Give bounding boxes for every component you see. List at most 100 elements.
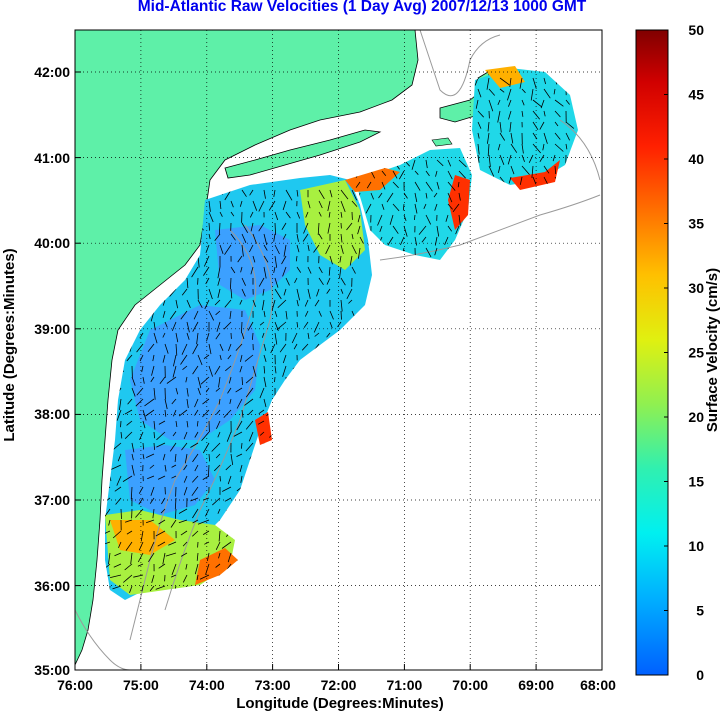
velocity-arrow — [227, 475, 232, 485]
colorbar — [635, 29, 669, 676]
velocity-arrow — [510, 132, 514, 144]
velocity-arrow — [329, 398, 334, 409]
velocity-arrow — [186, 321, 190, 333]
velocity-arrow — [234, 508, 243, 515]
velocity-arrow — [251, 552, 254, 562]
velocity-arrow — [248, 431, 254, 442]
velocity-arrow — [340, 211, 343, 218]
x-tick-label: 74:00 — [189, 677, 225, 693]
velocity-arrow — [182, 574, 188, 583]
velocity-arrow — [519, 77, 523, 89]
velocity-arrow — [521, 154, 525, 162]
velocity-arrow — [301, 464, 309, 473]
velocity-arrow — [348, 299, 353, 304]
velocity-arrow — [252, 508, 254, 516]
velocity-arrow — [125, 541, 133, 551]
velocity-arrow — [219, 343, 224, 351]
velocity-arrow — [171, 464, 177, 468]
velocity-arrow — [435, 170, 438, 177]
velocity-arrow — [425, 214, 432, 225]
velocity-arrow — [241, 189, 247, 197]
velocity-arrow — [142, 376, 145, 384]
velocity-arrow — [295, 255, 298, 262]
velocity-arrow — [263, 266, 267, 279]
velocity-arrow — [205, 277, 210, 285]
velocity-arrow — [475, 99, 479, 109]
velocity-arrow — [241, 409, 244, 418]
velocity-arrow — [138, 497, 144, 505]
velocity-arrow — [414, 203, 418, 214]
velocity-arrow — [340, 310, 342, 320]
velocity-arrow — [218, 530, 221, 542]
velocity-arrow — [164, 288, 167, 297]
velocity-arrow — [357, 225, 361, 235]
velocity-arrow — [314, 508, 320, 515]
velocity-arrow — [340, 387, 343, 394]
velocity-arrow — [250, 475, 254, 488]
velocity-arrow — [263, 464, 266, 475]
velocity-arrow — [208, 211, 214, 223]
velocity-arrow — [282, 574, 287, 583]
velocity-arrow — [329, 321, 333, 329]
velocity-arrow — [540, 99, 545, 109]
velocity-arrow — [230, 266, 236, 274]
velocity-arrow — [124, 431, 133, 439]
velocity-arrow — [192, 343, 199, 355]
velocity-arrow — [248, 497, 254, 504]
velocity-arrow — [219, 189, 223, 195]
velocity-arrow — [326, 288, 331, 294]
velocity-arrow — [392, 170, 398, 179]
velocity-arrow — [256, 574, 265, 582]
velocity-arrow — [192, 321, 199, 332]
velocity-arrow — [145, 519, 155, 524]
velocity-arrow — [240, 266, 243, 273]
velocity-arrow — [149, 497, 155, 504]
velocity-arrow — [263, 233, 268, 246]
velocity-arrow — [357, 214, 361, 223]
velocity-arrow — [381, 170, 387, 177]
velocity-arrow — [296, 266, 302, 273]
velocity-arrow — [142, 442, 144, 450]
velocity-arrow — [268, 585, 276, 593]
velocity-arrow — [197, 299, 203, 308]
velocity-arrow — [165, 552, 177, 557]
y-axis-label: Latitude (Degrees:Minutes) — [1, 248, 18, 441]
velocity-arrow — [539, 121, 545, 130]
velocity-arrow — [294, 277, 298, 284]
velocity-arrow — [239, 365, 243, 373]
velocity-arrow — [153, 420, 156, 430]
velocity-arrow — [120, 343, 123, 351]
velocity-arrow — [142, 420, 146, 429]
velocity-arrow — [192, 519, 199, 524]
velocity-arrow — [252, 299, 256, 307]
velocity-arrow — [532, 176, 537, 185]
velocity-arrow — [328, 442, 331, 453]
velocity-arrow — [175, 332, 179, 343]
velocity-arrow — [315, 464, 320, 477]
velocity-arrow — [215, 585, 221, 596]
velocity-arrow — [543, 88, 551, 99]
velocity-arrow — [509, 121, 512, 132]
velocity-arrow — [275, 519, 287, 525]
velocity-arrow — [197, 519, 210, 525]
velocity-arrow — [158, 519, 166, 525]
velocity-arrow — [284, 464, 287, 471]
map-area — [75, 30, 602, 670]
velocity-arrow — [339, 266, 342, 279]
velocity-arrow — [532, 121, 539, 131]
velocity-arrow — [235, 541, 243, 549]
velocity-arrow — [241, 233, 247, 243]
velocity-arrow — [175, 420, 178, 428]
velocity-arrow — [326, 420, 331, 430]
velocity-arrow — [434, 247, 438, 256]
velocity-arrow — [164, 343, 169, 354]
velocity-arrow — [259, 552, 265, 555]
velocity-arrow — [229, 310, 232, 320]
velocity-arrow — [249, 211, 254, 218]
velocity-arrow — [280, 585, 287, 593]
velocity-arrow — [130, 552, 133, 565]
velocity-arrow — [180, 552, 188, 557]
velocity-arrow — [323, 508, 331, 514]
velocity-arrow — [114, 376, 122, 384]
velocity-arrow — [203, 497, 210, 501]
